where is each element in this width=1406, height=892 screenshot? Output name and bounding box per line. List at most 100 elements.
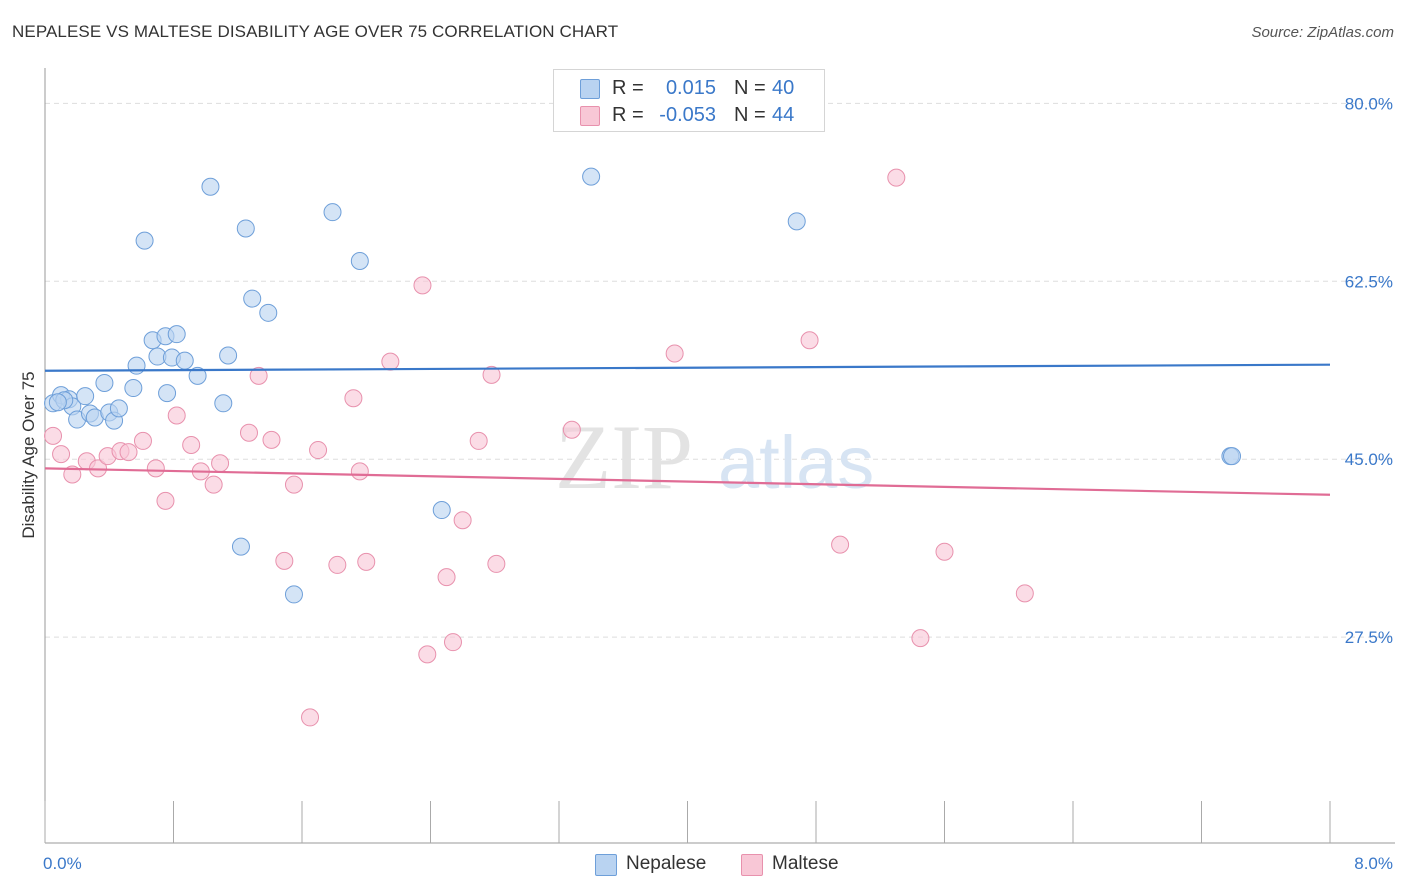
maltese-point <box>562 420 581 439</box>
maltese-point <box>309 441 328 460</box>
maltese-point <box>284 475 303 494</box>
nepalese-legend-label: Nepalese <box>626 853 707 874</box>
nepalese-point <box>214 394 233 413</box>
nepalese-point <box>231 537 250 556</box>
maltese-point <box>133 431 152 450</box>
nepalese-point <box>175 351 194 370</box>
n-label: N = <box>734 104 766 126</box>
maltese-point <box>63 465 82 484</box>
maltese-point <box>443 633 462 652</box>
y-tick-label: 27.5% <box>1345 628 1393 647</box>
n-value: 40 <box>772 77 795 99</box>
maltese-point <box>911 629 930 648</box>
maltese-point <box>935 542 954 561</box>
maltese-point <box>418 645 437 664</box>
maltese-point <box>357 552 376 571</box>
nepalese-point <box>188 366 207 385</box>
nepalese-point <box>582 167 601 186</box>
nepalese-point <box>158 384 177 403</box>
chart-title: NEPALESE VS MALTESE DISABILITY AGE OVER … <box>12 22 619 41</box>
nepalese-point <box>109 399 128 418</box>
nepalese-point <box>259 303 278 322</box>
y-tick-label: 45.0% <box>1345 450 1393 469</box>
nepalese-point <box>167 325 186 344</box>
r-label: R = <box>612 104 644 126</box>
maltese-point <box>119 443 138 462</box>
maltese-point <box>831 535 850 554</box>
nepalese-swatch <box>580 79 600 99</box>
maltese-point <box>437 568 456 587</box>
maltese-point <box>146 459 165 478</box>
data-points <box>44 167 1242 727</box>
nepalese-point <box>284 585 303 604</box>
nepalese-point <box>201 177 220 196</box>
nepalese-point <box>76 387 95 406</box>
maltese-point <box>344 389 363 408</box>
x-tick-label: 8.0% <box>1354 854 1393 873</box>
tick-labels: 27.5% 45.0% 62.5% 80.0% 0.0% 8.0% <box>43 94 1393 873</box>
nepalese-trend-line <box>44 363 1331 372</box>
correlation-legend: R = 0.015 N = 40 R = -0.053 N = 44 <box>553 69 825 132</box>
maltese-point <box>182 435 201 454</box>
r-value: -0.053 <box>659 104 716 126</box>
maltese-point <box>262 430 281 449</box>
watermark-atlas: atlas <box>718 421 874 504</box>
maltese-point <box>800 331 819 350</box>
maltese-point <box>249 366 268 385</box>
nepalese-point <box>323 203 342 222</box>
maltese-point <box>167 406 186 425</box>
maltese-point <box>328 555 347 574</box>
n-label: N = <box>734 77 766 99</box>
x-tick-label: 0.0% <box>43 854 82 873</box>
n-value: 44 <box>772 104 795 126</box>
maltese-point <box>204 475 223 494</box>
maltese-point <box>275 551 294 570</box>
maltese-point <box>413 276 432 295</box>
y-tick-label: 62.5% <box>1345 272 1393 291</box>
maltese-point <box>453 511 472 530</box>
source-label: Source: ZipAtlas.com <box>1251 24 1394 41</box>
maltese-point <box>665 344 684 363</box>
maltese-point <box>487 554 506 573</box>
y-tick-label: 80.0% <box>1345 94 1393 113</box>
nepalese-point <box>787 212 806 231</box>
maltese-legend-swatch <box>741 854 763 876</box>
maltese-legend-label: Maltese <box>772 853 839 874</box>
nepalese-point <box>432 501 451 520</box>
nepalese-point <box>243 289 262 308</box>
trend-lines <box>44 363 1331 496</box>
maltese-swatch <box>580 106 600 126</box>
y-axis-label: Disability Age Over 75 <box>19 371 38 538</box>
maltese-point <box>44 426 63 445</box>
r-label: R = <box>612 77 644 99</box>
maltese-point <box>52 445 71 464</box>
watermark-zip: ZIP <box>555 406 693 508</box>
nepalese-point <box>127 356 146 375</box>
legend-row-maltese: R = -0.053 N = 44 <box>554 102 824 128</box>
maltese-point <box>381 352 400 371</box>
nepalese-point <box>350 251 369 270</box>
axes <box>44 68 1395 844</box>
nepalese-point <box>1223 447 1242 466</box>
maltese-point <box>211 454 230 473</box>
r-value: 0.015 <box>665 77 716 99</box>
maltese-point <box>156 491 175 510</box>
nepalese-point <box>135 231 154 250</box>
nepalese-legend-swatch <box>595 854 617 876</box>
nepalese-point <box>219 346 238 365</box>
nepalese-point <box>95 373 114 392</box>
gridlines <box>45 102 1395 638</box>
maltese-trend-line <box>44 467 1331 496</box>
maltese-point <box>469 431 488 450</box>
maltese-point <box>1015 584 1034 603</box>
nepalese-point <box>236 219 255 238</box>
nepalese-point <box>124 379 143 398</box>
legend-row-nepalese: R = 0.015 N = 40 <box>554 75 824 101</box>
maltese-point <box>482 365 501 384</box>
maltese-point <box>301 708 320 727</box>
maltese-point <box>350 462 369 481</box>
maltese-point <box>887 168 906 187</box>
nepalese-point <box>48 393 67 412</box>
maltese-point <box>239 423 258 442</box>
